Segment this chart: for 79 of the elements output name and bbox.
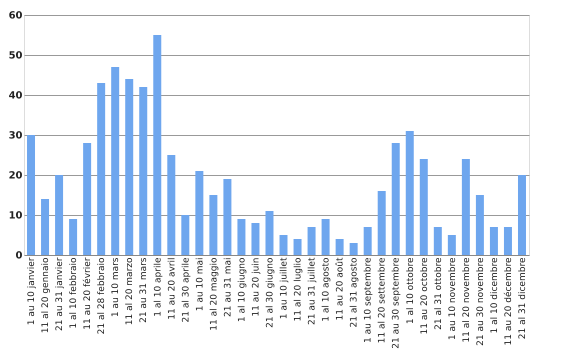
bar bbox=[392, 143, 400, 255]
bar bbox=[41, 199, 50, 255]
bar bbox=[195, 171, 204, 255]
bar bbox=[265, 211, 274, 255]
x-tick-label: 11 au 20 février bbox=[82, 257, 94, 330]
x-tick-label: 1 al 10 agosto bbox=[322, 257, 332, 322]
bar bbox=[111, 67, 120, 255]
bar bbox=[280, 235, 288, 255]
x-tick-label: 21 al 30 aprile bbox=[181, 257, 192, 322]
x-tick-label: 1 au 10 mars bbox=[111, 257, 122, 318]
x-tick-label: 1 al 10 dicembre bbox=[490, 257, 500, 334]
x-tick-label: 1 au 10 novembre bbox=[448, 257, 458, 340]
bar bbox=[434, 227, 442, 255]
bar bbox=[448, 235, 456, 255]
bar bbox=[97, 83, 106, 255]
x-tick-label: 21 al 30 giugno bbox=[265, 257, 276, 328]
x-tick-label: 21 au 31 juillet bbox=[308, 257, 318, 325]
bar bbox=[294, 239, 302, 255]
bar bbox=[55, 175, 64, 255]
y-tick-label: 60 bbox=[8, 10, 23, 22]
bar bbox=[504, 227, 512, 255]
x-tick-label: 21 al 31 ottobre bbox=[434, 257, 444, 330]
bar bbox=[462, 159, 470, 255]
y-tick-label: 10 bbox=[8, 210, 23, 222]
bar bbox=[322, 219, 330, 255]
x-tick-label: 11 au 20 octobre bbox=[420, 257, 430, 334]
y-tick-label: 20 bbox=[8, 170, 23, 182]
bar bbox=[251, 223, 260, 255]
x-tick-label: 21 au 30 novembre bbox=[476, 257, 486, 346]
bar bbox=[364, 227, 372, 255]
x-tick-label: 21 au 31 janvier bbox=[55, 257, 66, 331]
y-tick-label: 40 bbox=[8, 90, 23, 102]
x-tick-label: 1 al 10 aprile bbox=[153, 257, 164, 317]
x-tick-label: 1 al 10 giugno bbox=[237, 257, 248, 322]
bar bbox=[167, 155, 176, 255]
bar bbox=[237, 219, 246, 255]
x-tick-label: 1 au 10 janvier bbox=[27, 257, 38, 326]
bar bbox=[69, 219, 78, 255]
x-tick-label: 21 au 31 mars bbox=[139, 257, 150, 323]
x-tick-label: 1 al 10 ottobre bbox=[406, 257, 416, 324]
x-tick-label: 21 au 30 septembre bbox=[392, 257, 402, 349]
x-tick-label: 1 au 10 juillet bbox=[280, 257, 290, 320]
bar bbox=[223, 179, 232, 255]
x-tick-label: 1 al 10 febbraio bbox=[69, 257, 80, 329]
bar bbox=[308, 227, 316, 255]
bar bbox=[518, 175, 526, 255]
y-tick-label: 50 bbox=[8, 50, 23, 62]
x-tick-label: 1 au 10 septembre bbox=[364, 257, 374, 344]
bar bbox=[490, 227, 498, 255]
x-tick-label: 11 au 20 août bbox=[334, 257, 346, 320]
y-tick-label: 30 bbox=[8, 130, 23, 142]
x-tick-label: 11 al 20 novembre bbox=[462, 257, 472, 343]
y-tick-label: 0 bbox=[16, 250, 23, 262]
x-tick-label: 11 al 20 maggio bbox=[209, 257, 220, 331]
x-tick-label: 11 al 20 luglio bbox=[294, 257, 304, 322]
bar bbox=[153, 35, 162, 255]
x-tick-label: 11 au 20 juin bbox=[251, 258, 262, 317]
bar bbox=[420, 159, 428, 255]
bar bbox=[27, 135, 36, 255]
x-tick-label: 11 al 20 marzo bbox=[125, 257, 136, 326]
bar bbox=[209, 195, 218, 255]
x-tick-label: 21 al 31 agosto bbox=[350, 257, 360, 328]
x-tick-label: 1 au 10 mai bbox=[195, 258, 206, 312]
x-tick-label: 11 au 20 avril bbox=[167, 258, 178, 320]
bar bbox=[125, 79, 134, 255]
x-tick-label: 21 al 28 febbraio bbox=[97, 257, 108, 334]
bar bbox=[336, 239, 344, 255]
bar bbox=[378, 191, 386, 255]
bar bbox=[83, 143, 92, 255]
bar bbox=[181, 215, 190, 255]
x-tick-label: 21 al 31 dicembre bbox=[518, 257, 528, 340]
bar bbox=[350, 243, 358, 255]
x-tick-label: 21 au 31 mai bbox=[223, 258, 234, 317]
x-tick-label: 11 al 20 settembre bbox=[378, 257, 388, 344]
x-tick-label: 11 al 20 gennaio bbox=[41, 257, 52, 334]
bar bbox=[406, 131, 414, 255]
x-tick-label: 11 au 20 décembre bbox=[502, 257, 514, 346]
bar bbox=[476, 195, 484, 255]
bar bbox=[139, 87, 148, 255]
